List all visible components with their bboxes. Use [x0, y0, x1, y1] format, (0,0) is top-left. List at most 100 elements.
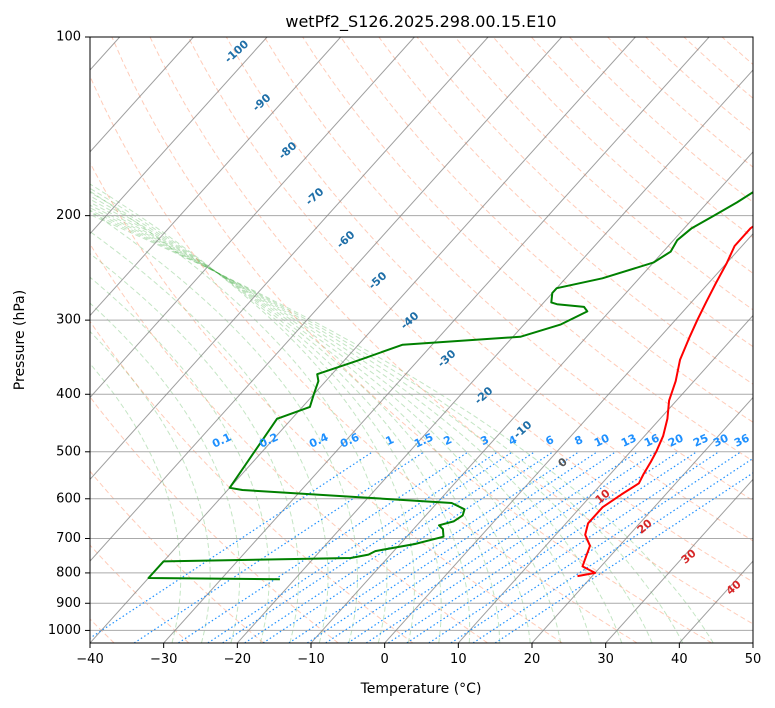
isotherm-line: [236, 69, 753, 643]
dry-adiabat-line: [760, 37, 775, 643]
plot-frame: [89, 36, 754, 644]
mixing-ratio-line: [387, 451, 679, 643]
dry-adiabat-line: [530, 37, 753, 239]
dry-adiabat-line: [492, 37, 753, 274]
dry-adiabat-line: [721, 37, 753, 66]
mixing-ratio-label: 16: [642, 431, 662, 449]
y-tick-label: 600: [56, 491, 81, 506]
moist-adiabat-line: [90, 212, 684, 643]
x-tick-label: 0: [381, 652, 389, 667]
dry-adiabat-line: [90, 320, 414, 643]
y-tick-label: 900: [56, 596, 81, 611]
moist-adiabat-line: [90, 187, 442, 643]
isotherm-line: [605, 478, 753, 643]
dry-adiabat-line: [90, 74, 638, 643]
mixing-ratio-label: 1: [384, 433, 396, 448]
mixing-ratio-label: 2: [442, 433, 454, 448]
y-tick-label: 300: [56, 313, 81, 328]
dry-adiabat-label: -50: [366, 269, 390, 292]
mixing-ratio-label: 25: [691, 431, 710, 449]
x-tick-label: 40: [671, 652, 688, 667]
isotherm-line: [90, 37, 415, 399]
x-tick-label: −30: [150, 652, 177, 667]
y-axis-title: Pressure (hPa): [12, 290, 28, 390]
moist-adiabat-line: [90, 253, 300, 643]
dry-adiabat-line: [645, 37, 753, 134]
y-tick-label: 100: [56, 30, 81, 45]
x-tick-label: 50: [745, 652, 762, 667]
moist-adiabat-label: 40: [724, 577, 744, 597]
isotherm-line: [90, 37, 489, 481]
dry-adiabat-label: -80: [276, 139, 300, 162]
dry-adiabat-line: [90, 396, 339, 643]
moist-adiabat-line: [90, 204, 592, 643]
mixing-ratio-label: 0.1: [210, 431, 233, 451]
dry-adiabat-line: [263, 37, 753, 502]
mixing-ratio-line: [262, 451, 554, 643]
moist-adiabat-label: 30: [679, 546, 699, 566]
mixing-ratio-label: 10: [592, 431, 612, 449]
dry-adiabat-line: [683, 37, 753, 99]
y-tick-label: 800: [56, 565, 81, 580]
isotherm-line: [90, 37, 342, 317]
mixing-ratio-line: [288, 451, 580, 643]
moist-adiabat-label: 10: [593, 486, 613, 506]
dry-adiabat-label: -90: [250, 91, 274, 114]
moist-adiabat-line: [90, 214, 714, 643]
mixing-ratio-line: [244, 451, 536, 643]
axes: −40 −30 −20 −10 0 10 20 30 40 5010020030040050060…: [48, 30, 761, 668]
moist-adiabat-label: 0: [556, 455, 570, 470]
y-tick-label: 200: [56, 208, 81, 223]
moist-adiabat-line: [90, 190, 388, 643]
mixing-ratio-line: [90, 451, 373, 639]
dry-adiabat-line: [378, 37, 753, 385]
mixing-ratio-line: [133, 451, 425, 643]
dry-adiabat-label: -20: [472, 384, 496, 407]
mixing-ratio-label: 13: [619, 431, 638, 449]
x-tick-label: −20: [224, 652, 251, 667]
x-tick-label: −40: [76, 652, 103, 667]
dry-adiabat-label: -40: [398, 309, 422, 332]
profile-lines: [147, 190, 753, 581]
moist-adiabat-line: [90, 195, 501, 643]
x-axis-title: Temperature (°C): [360, 681, 482, 697]
temperature-profile-line: [577, 225, 753, 578]
dry-adiabat-line: [90, 161, 563, 643]
moist-adiabat-line: [90, 210, 358, 643]
dry-adiabat-label: -30: [435, 347, 459, 370]
isotherm-line: [457, 314, 753, 643]
x-tick-label: 10: [450, 652, 467, 667]
dry-adiabat-label: -70: [303, 185, 327, 208]
x-tick-label: 30: [597, 652, 614, 667]
moist-adiabat-line: [90, 209, 653, 643]
mixing-ratio-label: 20: [666, 431, 686, 449]
moist-adiabat-line: [90, 330, 211, 643]
moist-adiabat-line: [90, 302, 241, 643]
moist-adiabat-line: [90, 183, 415, 643]
isotherm-line: [90, 37, 268, 235]
dry-adiabat-label: -100: [222, 37, 251, 65]
mixing-ratio-line: [472, 457, 753, 643]
mixing-ratio-line: [494, 472, 753, 643]
mixing-ratio-line: [178, 451, 469, 643]
moist-adiabat-line: [90, 201, 562, 643]
mixing-ratio-line: [325, 451, 617, 643]
mixing-ratio-label: 0.4: [307, 430, 330, 450]
dry-adiabat-line: [90, 243, 488, 643]
mixing-ratio-label: 30: [711, 431, 731, 449]
mixing-ratio-line: [365, 451, 657, 643]
isotherm-line: [90, 37, 194, 153]
mixing-ratio-line: [406, 451, 698, 643]
dry-adiabat-line: [187, 37, 753, 583]
isotherm-line: [90, 37, 563, 562]
mixing-ratio-label: 8: [573, 433, 585, 448]
mixing-ratio-label: 0.2: [257, 431, 280, 451]
moist-adiabat-line: [90, 198, 531, 643]
moist-adiabat-line: [90, 207, 623, 643]
moist-adiabat-label: 20: [635, 516, 655, 536]
dry-adiabat-line: [225, 37, 753, 542]
isotherm-line: [531, 396, 753, 643]
y-tick-label: 500: [56, 444, 81, 459]
mixing-ratio-line: [450, 451, 742, 643]
